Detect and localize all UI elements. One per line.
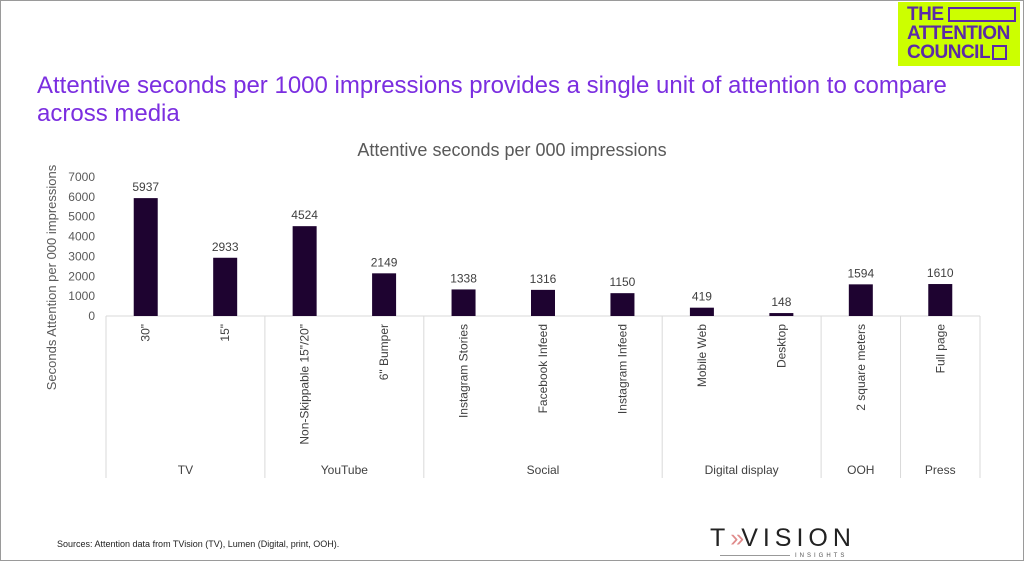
- data-label: 2933: [212, 240, 239, 254]
- x-tick-label: Instagram Stories: [457, 324, 471, 418]
- group-label: Social: [527, 463, 560, 477]
- bar: [610, 293, 635, 316]
- attention-council-logo: THE ATTENTION COUNCIL: [898, 2, 1020, 66]
- y-tick-label: 0: [88, 309, 95, 323]
- y-tick-label: 6000: [68, 190, 95, 204]
- group-label: TV: [178, 463, 193, 477]
- group-label: Digital display: [705, 463, 779, 477]
- bar: [292, 226, 317, 316]
- slide-headline: Attentive seconds per 1000 impressions p…: [37, 72, 947, 127]
- bar: [213, 257, 238, 316]
- data-label: 1594: [847, 266, 874, 280]
- bar: [848, 284, 873, 316]
- bar: [133, 198, 158, 316]
- x-tick-label: Desktop: [774, 324, 788, 368]
- x-tick-label: 6" Bumper: [377, 324, 391, 380]
- group-label: Press: [925, 463, 956, 477]
- tvision-logo-line: [720, 555, 790, 556]
- data-label: 1150: [610, 275, 636, 289]
- data-label: 1316: [530, 272, 557, 286]
- bar: [769, 313, 794, 316]
- x-tick-label: 2 square meters: [854, 324, 868, 411]
- bar: [928, 284, 953, 316]
- data-label: 4524: [291, 208, 318, 222]
- y-axis-label: Seconds Attention per 000 impressions: [44, 164, 59, 390]
- chart-title: Attentive seconds per 000 impressions: [357, 140, 667, 160]
- data-label: 1338: [450, 271, 477, 285]
- y-tick-label: 1000: [68, 289, 95, 303]
- tvision-logo-sub: INSIGHTS: [795, 553, 848, 559]
- bar: [531, 289, 555, 316]
- x-tick-label: Mobile Web: [695, 324, 709, 387]
- bar: [451, 289, 476, 316]
- source-note: Sources: Attention data from TVision (TV…: [57, 539, 340, 549]
- x-tick-label: Non-Skippable 15"/20": [298, 324, 312, 445]
- x-tick-label: Facebook Infeed: [536, 324, 550, 413]
- data-label: 148: [771, 295, 791, 309]
- bar: [372, 273, 397, 316]
- y-tick-label: 4000: [68, 230, 95, 244]
- x-tick-label: 15": [218, 324, 232, 342]
- x-tick-label: Instagram Infeed: [615, 324, 629, 414]
- y-tick-label: 2000: [68, 269, 95, 283]
- data-label: 1610: [927, 266, 954, 280]
- x-tick-label: Full page: [933, 324, 947, 374]
- data-label: 2149: [371, 255, 398, 269]
- y-tick-label: 5000: [68, 210, 95, 224]
- y-tick-label: 3000: [68, 249, 95, 263]
- group-label: YouTube: [321, 463, 368, 477]
- tvision-logo: T»VISION: [710, 524, 856, 552]
- group-label: OOH: [847, 463, 874, 477]
- data-label: 5937: [132, 180, 159, 194]
- data-label: 419: [692, 290, 712, 304]
- bar: [689, 307, 714, 316]
- x-tick-label: 30": [139, 324, 153, 342]
- y-tick-label: 7000: [68, 170, 95, 184]
